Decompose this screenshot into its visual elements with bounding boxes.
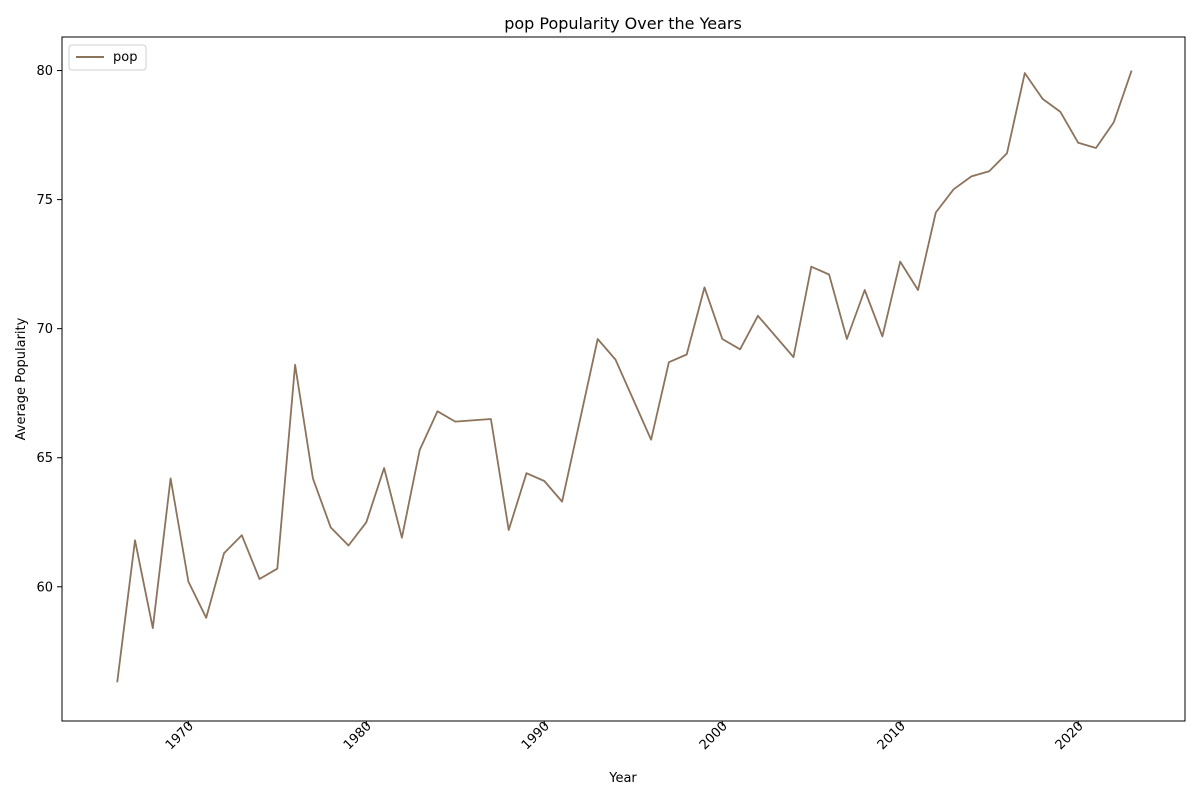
x-tick-label: 1990	[519, 719, 553, 753]
x-axis-label: Year	[608, 771, 637, 786]
plot-area	[61, 36, 1186, 722]
legend-box	[68, 44, 147, 71]
y-tick-label: 70	[36, 322, 53, 337]
y-tick-label: 75	[36, 193, 53, 208]
x-tick-label: 1970	[163, 719, 197, 753]
y-tick-label: 60	[36, 580, 53, 595]
x-tick-label: 1980	[341, 719, 375, 753]
legend: pop	[68, 44, 147, 71]
y-tick-label: 80	[36, 64, 53, 79]
legend-label: pop	[113, 50, 137, 65]
y-tick-label: 65	[36, 451, 53, 466]
x-tick-label: 2020	[1053, 719, 1087, 753]
y-axis-label: Average Popularity	[14, 317, 29, 440]
series-line-pop	[116, 70, 1133, 683]
x-axis: 1970 1980 1990 2000 2010 2020	[163, 719, 1087, 753]
x-tick-label: 2010	[875, 719, 909, 753]
chart-title: pop Popularity Over the Years	[504, 14, 742, 33]
x-tick-label: 2000	[697, 719, 731, 753]
series-layer	[116, 70, 1133, 683]
y-axis: 60 65 70 75 80	[36, 64, 62, 595]
